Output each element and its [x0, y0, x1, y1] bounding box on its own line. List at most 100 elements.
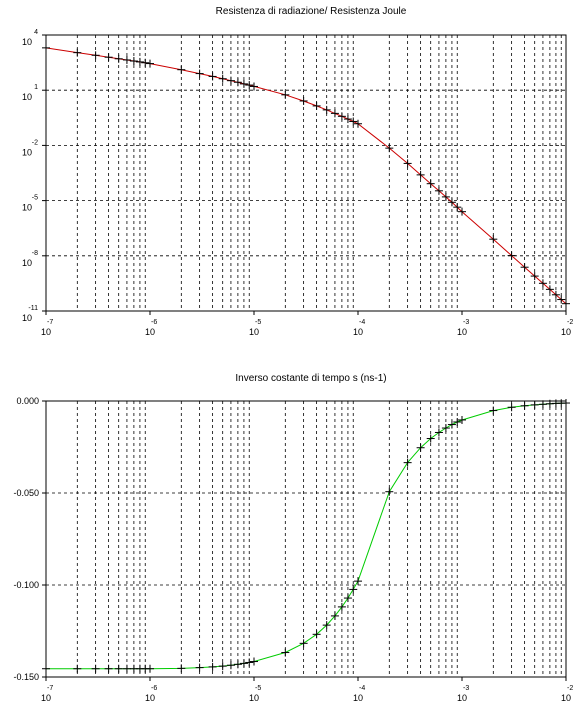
- x-tick-exponent: -3: [463, 685, 469, 692]
- data-point: [458, 415, 466, 424]
- data-point: [337, 602, 346, 611]
- x-tick-label: 10: [249, 693, 259, 703]
- data-point: [453, 203, 462, 212]
- data-point: [91, 664, 100, 673]
- data-point: [337, 112, 346, 121]
- data-point: [349, 585, 358, 594]
- data-point: [250, 657, 258, 666]
- chart-inverse-time-constant: Inverso costante di tempo s (ns-1) 10-71…: [13, 373, 573, 703]
- data-point: [434, 186, 443, 195]
- data-point: [453, 417, 462, 426]
- data-point: [530, 400, 539, 409]
- data-point: [538, 400, 547, 409]
- data-point: [520, 401, 529, 410]
- y-tick-exponent: -11: [28, 305, 38, 312]
- data-point: [114, 664, 123, 673]
- data-point: [91, 51, 100, 60]
- chart-title: Resistenza di radiazione/ Resistenza Jou…: [216, 6, 407, 17]
- data-point: [426, 179, 435, 188]
- x-tick-label: 10: [457, 327, 467, 337]
- series-line: [46, 402, 567, 670]
- y-tick-exponent: -2: [32, 139, 38, 146]
- data-point: [42, 664, 50, 673]
- data-point: [299, 96, 308, 105]
- data-point: [122, 55, 131, 64]
- x-tick-exponent: -4: [359, 319, 365, 326]
- data-point: [330, 109, 339, 118]
- x-tick-label: 10: [353, 327, 363, 337]
- data-point: [312, 101, 321, 110]
- data-point: [403, 458, 412, 467]
- data-point: [520, 263, 529, 272]
- data-point: [177, 664, 186, 673]
- y-tick-label: -0.100: [13, 580, 39, 590]
- data-point: [226, 661, 235, 670]
- data-point: [551, 290, 560, 299]
- x-tick-label: 10: [561, 693, 571, 703]
- data-point: [141, 58, 150, 67]
- data-point: [441, 424, 450, 433]
- x-tick-label: 10: [561, 327, 571, 337]
- plot-frame: [45, 400, 567, 678]
- x-tick-label: 10: [457, 693, 467, 703]
- data-point: [299, 639, 308, 648]
- data-point: [281, 90, 290, 99]
- data-point: [218, 74, 227, 83]
- data-point: [218, 662, 227, 671]
- y-tick-label: 10: [22, 92, 32, 102]
- data-point: [195, 663, 204, 672]
- y-tick-exponent: 4: [34, 29, 38, 36]
- data-point: [73, 48, 82, 57]
- y-tick-label: 10: [22, 313, 32, 323]
- data-point: [507, 251, 516, 260]
- x-tick-exponent: -3: [463, 319, 469, 326]
- data-point: [312, 630, 321, 639]
- data-point: [208, 662, 217, 671]
- y-tick-label: -0.050: [13, 488, 39, 498]
- x-tick-exponent: -2: [567, 319, 573, 326]
- data-point: [416, 443, 425, 452]
- x-tick-label: 10: [249, 327, 259, 337]
- data-point: [447, 198, 456, 207]
- y-tick-label: 10: [22, 203, 32, 213]
- data-point: [349, 117, 358, 126]
- data-point: [239, 79, 248, 88]
- data-point: [416, 170, 425, 179]
- x-tick-label: 10: [145, 693, 155, 703]
- data-point: [343, 115, 352, 124]
- y-tick-exponent: -5: [32, 195, 38, 202]
- y-tick-label: 10: [22, 147, 32, 157]
- data-point: [208, 72, 217, 81]
- data-point: [233, 660, 242, 669]
- data-point: [557, 295, 566, 304]
- x-tick-exponent: -4: [359, 685, 365, 692]
- data-point: [385, 144, 394, 153]
- data-point: [245, 658, 254, 667]
- x-tick-exponent: -2: [567, 685, 573, 692]
- y-tick-label: -0.150: [13, 672, 39, 682]
- x-tick-exponent: -5: [255, 319, 261, 326]
- data-point: [343, 594, 352, 603]
- data-point: [281, 648, 290, 657]
- data-point: [135, 57, 144, 66]
- data-point: [489, 406, 498, 415]
- data-point: [545, 285, 554, 294]
- data-point: [403, 159, 412, 168]
- data-point: [104, 53, 113, 62]
- data-point: [489, 235, 498, 244]
- data-point: [458, 207, 466, 216]
- data-point: [226, 76, 235, 85]
- data-point: [177, 65, 186, 74]
- y-tick-label: 10: [22, 37, 32, 47]
- data-point: [354, 119, 362, 128]
- series-line: [45, 47, 567, 305]
- y-tick-label: 0.000: [16, 396, 39, 406]
- data-point: [245, 81, 254, 90]
- data-point: [146, 59, 154, 68]
- data-point: [146, 664, 154, 673]
- data-point: [129, 57, 138, 66]
- x-tick-exponent: -7: [47, 319, 53, 326]
- data-point: [434, 428, 443, 437]
- data-point: [73, 664, 82, 673]
